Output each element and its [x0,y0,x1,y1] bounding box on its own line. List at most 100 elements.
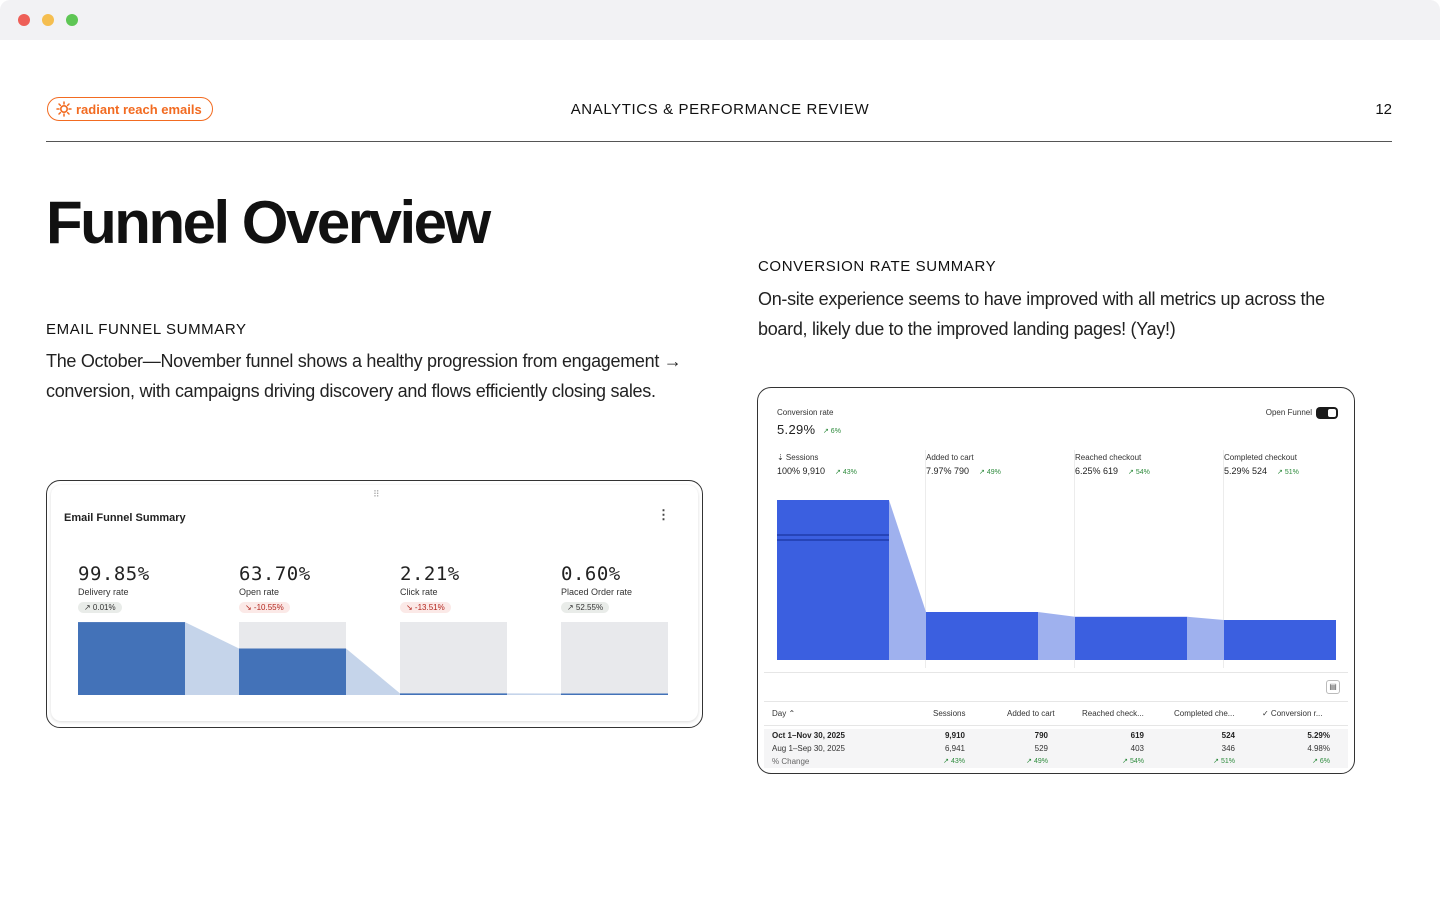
table-header-cell[interactable]: ✓ Conversion r... [1262,709,1323,718]
funnel-step-header: ⇣ Sessions 100% 9,910 ↗ 43% [777,453,857,476]
table-cell: ↗ 6% [1312,758,1330,765]
metric-value: 63.70% [239,563,311,585]
table-row [764,729,1348,742]
step-name: Added to cart [926,453,974,462]
conversion-connector [889,500,926,660]
metric-label: Delivery rate [78,587,129,597]
drag-handle-icon[interactable]: ⠿ [373,489,381,499]
step-value: 100% 9,910 [777,466,826,476]
step-name: Completed checkout [1224,453,1297,462]
step-separator [1223,450,1224,668]
table-cell: ↗ 49% [1026,758,1048,765]
step-stats: 100% 9,910 ↗ 43% [777,466,857,476]
sun-icon [56,101,72,117]
funnel-connector [346,648,400,695]
conversion-connector [1038,612,1075,660]
funnel-bar [400,693,507,695]
trend-down-badge: ↘ -13.51% [400,602,451,613]
step-change: ↗ 43% [835,469,857,476]
email-metric: 99.85% Delivery rate ↗ 0.01% [78,563,150,615]
table-header-cell[interactable]: Reached check... [1082,709,1144,718]
step-name: Reached checkout [1075,453,1142,462]
conversion-section-title: CONVERSION RATE SUMMARY [758,258,997,275]
email-metric: 63.70% Open rate ↘ -10.55% [239,563,311,615]
email-funnel-card: ⠿ Email Funnel Summary ⋮ 99.85% Delivery … [46,480,703,728]
email-metric: 0.60% Placed Order rate ↗ 52.55% [561,563,632,615]
step-separator [1074,450,1075,668]
open-funnel-toggle[interactable] [1316,407,1338,419]
trend-down-badge: ↘ -10.55% [239,602,290,613]
close-window-button[interactable] [18,14,30,26]
email-funnel-chart [78,622,668,695]
step-stats: 7.97% 790 ↗ 49% [926,466,1001,476]
conversion-bar [926,612,1038,660]
table-header-cell[interactable]: Completed che... [1174,709,1235,718]
funnel-step-header: Completed checkout 5.29% 524 ↗ 51% [1224,453,1299,476]
more-options-icon[interactable]: ⋮ [657,507,670,522]
table-row-label: % Change [772,757,810,766]
funnel-connector [507,693,561,695]
table-cell: 346 [1221,744,1235,753]
table-cell: 4.98% [1307,744,1330,753]
table-view-icon[interactable]: ▤ [1326,680,1340,694]
step-value: 5.29% 524 [1224,466,1268,476]
email-funnel-title: Email Funnel Summary [64,512,186,524]
conversion-rate-label: Conversion rate [777,408,834,417]
maximize-window-button[interactable] [66,14,78,26]
table-cell: ↗ 51% [1213,758,1235,765]
conversion-funnel-chart [777,500,1336,660]
header-divider [46,141,1392,142]
window-titlebar [0,0,1440,40]
table-cell: 790 [1034,731,1048,740]
brand-logo: radiant reach emails [47,97,213,121]
table-cell: 9,910 [944,731,965,740]
table-header-top-border [764,701,1348,702]
table-cell: 529 [1034,744,1048,753]
metric-value: 2.21% [400,563,460,585]
chart-bottom-divider [764,672,1348,673]
conversion-section-body: On-site experience seems to have improve… [758,289,1325,339]
table-row [764,755,1348,768]
step-stats: 6.25% 619 ↗ 54% [1075,466,1150,476]
page-title: Funnel Overview [46,189,491,256]
funnel-connector [185,622,239,695]
table-cell: 619 [1130,731,1144,740]
metric-label: Open rate [239,587,280,597]
funnel-track [561,622,668,695]
metric-value: 0.60% [561,563,621,585]
metric-label: Click rate [400,587,438,597]
step-separator [925,450,926,668]
table-cell: ↗ 54% [1122,758,1144,765]
table-cell: ↗ 43% [943,758,965,765]
funnel-bar [561,693,668,695]
step-change: ↗ 51% [1277,469,1299,476]
metric-label: Placed Order rate [561,587,633,597]
open-funnel-label: Open Funnel [1265,408,1312,417]
table-header-cell[interactable]: Sessions [933,709,966,718]
table-row-label: Aug 1–Sep 30, 2025 [772,744,845,753]
minimize-window-button[interactable] [42,14,54,26]
conversion-bar [1224,620,1336,660]
table-row-label: Oct 1–Nov 30, 2025 [772,731,845,740]
conversion-bar [777,500,889,660]
email-section-title: EMAIL FUNNEL SUMMARY [46,321,247,338]
logo-text: radiant reach emails [76,101,202,117]
trend-up-badge: ↗ 0.01% [78,602,122,613]
step-name: ⇣ Sessions [777,453,819,462]
funnel-step-header: Reached checkout 6.25% 619 ↗ 54% [1075,453,1150,476]
funnel-bar [239,648,346,695]
table-row [764,742,1348,755]
step-value: 7.97% 790 [926,466,970,476]
step-value: 6.25% 619 [1075,466,1119,476]
funnel-step-header: Added to cart 7.97% 790 ↗ 49% [926,453,1001,476]
step-change: ↗ 54% [1128,469,1150,476]
table-cell: 6,941 [944,744,965,753]
table-cell: 403 [1130,744,1144,753]
conversion-rate-card: Conversion rate 5.29% ↗ 6% Open Funnel ⇣… [757,387,1355,774]
table-header-divider [764,725,1348,726]
table-header-day[interactable]: Day ⌃ [772,709,796,718]
conversion-bar [1075,616,1187,660]
table-header-cell[interactable]: Added to cart [1007,709,1055,718]
conversion-rate-value: 5.29% [777,422,816,437]
